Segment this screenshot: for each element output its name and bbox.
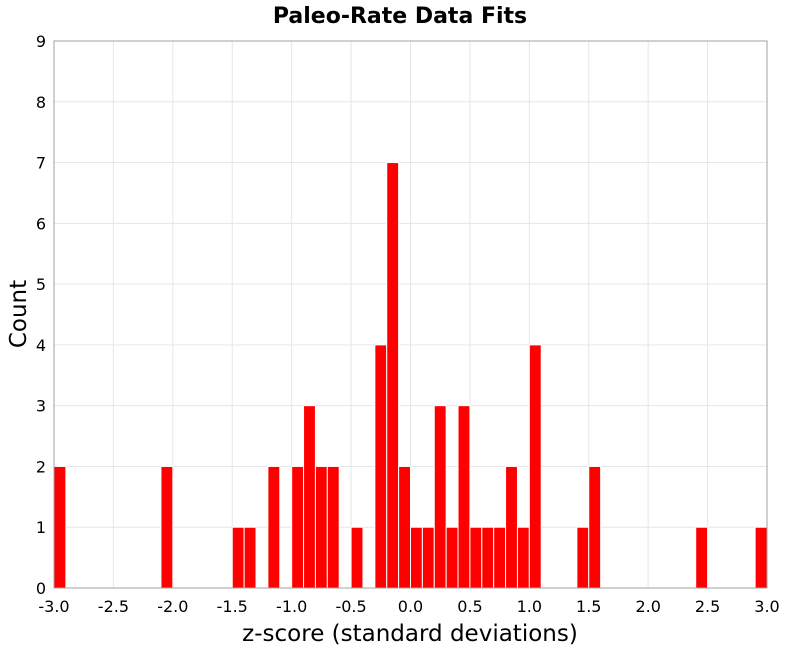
histogram-bar bbox=[588, 465, 602, 589]
histogram-bar bbox=[291, 465, 305, 589]
x-tick-label: 2.5 bbox=[695, 597, 720, 616]
x-tick-label: -2.0 bbox=[157, 597, 188, 616]
x-tick-label: 1.0 bbox=[517, 597, 542, 616]
histogram-bar bbox=[433, 405, 447, 589]
x-tick-label: -0.5 bbox=[335, 597, 366, 616]
histogram-bar bbox=[505, 465, 518, 589]
histogram-bar bbox=[516, 526, 530, 589]
histogram-bar bbox=[410, 526, 423, 589]
y-tick-label: 5 bbox=[36, 275, 46, 294]
histogram-bar bbox=[445, 526, 459, 589]
x-tick-label: -2.5 bbox=[98, 597, 129, 616]
y-tick-label: 2 bbox=[36, 457, 46, 476]
y-tick-label: 8 bbox=[36, 93, 46, 112]
histogram-bar bbox=[695, 526, 709, 589]
x-axis-ticks: -3.0 -2.5 -2.0 -1.5 -1.0 -0.5 0.0 0.5 1.0 1.5 2.0 2… bbox=[38, 597, 779, 616]
y-tick-label: 3 bbox=[36, 397, 46, 416]
histogram-bar bbox=[350, 526, 364, 589]
histogram-bar bbox=[469, 526, 483, 589]
histogram-bar bbox=[386, 162, 400, 589]
y-axis-label: Count bbox=[6, 280, 32, 348]
x-tick-label: -1.5 bbox=[217, 597, 248, 616]
y-tick-label: 1 bbox=[36, 518, 46, 537]
histogram-bar bbox=[53, 465, 67, 589]
histogram-bar bbox=[754, 526, 768, 589]
x-axis-label: z-score (standard deviations) bbox=[242, 621, 578, 647]
histogram-bar bbox=[326, 465, 340, 589]
histogram-bar bbox=[303, 405, 316, 589]
x-tick-label: 3.0 bbox=[754, 597, 779, 616]
histogram-bar bbox=[267, 465, 281, 589]
histogram-bar bbox=[314, 465, 328, 589]
histogram-bar bbox=[243, 526, 257, 589]
y-tick-label: 9 bbox=[36, 32, 46, 51]
histogram-bar bbox=[493, 526, 507, 589]
x-tick-label: 0.0 bbox=[398, 597, 423, 616]
histogram-bar bbox=[398, 465, 412, 589]
y-tick-label: 7 bbox=[36, 154, 46, 173]
histogram-bar bbox=[457, 405, 471, 589]
y-tick-label: 6 bbox=[36, 214, 46, 233]
plot-frame bbox=[53, 40, 768, 589]
x-tick-label: 2.0 bbox=[635, 597, 660, 616]
y-tick-label: 0 bbox=[36, 579, 46, 598]
y-tick-label: 4 bbox=[36, 336, 46, 355]
x-tick-label: -1.0 bbox=[276, 597, 307, 616]
histogram-bar bbox=[481, 526, 495, 589]
histogram-bar bbox=[528, 344, 542, 589]
x-tick-label: -3.0 bbox=[38, 597, 69, 616]
x-tick-label: 1.5 bbox=[576, 597, 601, 616]
histogram-bar bbox=[231, 526, 245, 589]
histogram-bar bbox=[576, 526, 590, 589]
chart-title: Paleo-Rate Data Fits bbox=[273, 4, 527, 29]
histogram-bar bbox=[374, 344, 388, 589]
bars bbox=[53, 162, 768, 589]
y-axis-ticks: 0 1 2 3 4 5 6 7 8 9 bbox=[36, 32, 46, 598]
histogram-bar bbox=[421, 526, 435, 589]
histogram-bar bbox=[160, 465, 174, 589]
x-tick-label: 0.5 bbox=[457, 597, 482, 616]
